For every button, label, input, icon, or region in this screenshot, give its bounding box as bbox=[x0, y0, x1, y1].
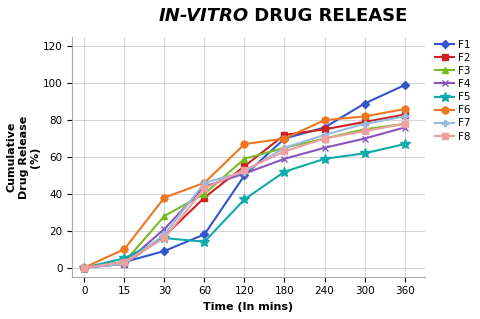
F7 bbox=[82, 266, 87, 270]
F7 bbox=[282, 146, 288, 150]
F8 bbox=[322, 137, 327, 140]
F4 bbox=[82, 266, 87, 270]
F5 bbox=[121, 256, 127, 260]
F8 bbox=[361, 129, 367, 133]
Line: F1: F1 bbox=[82, 82, 408, 270]
Line: F5: F5 bbox=[80, 139, 409, 272]
Legend: F1, F2, F3, F4, F5, F6, F7, F8: F1, F2, F3, F4, F5, F6, F7, F8 bbox=[433, 38, 473, 144]
F2 bbox=[322, 128, 327, 131]
F2 bbox=[82, 266, 87, 270]
F4 bbox=[282, 157, 288, 161]
F3 bbox=[82, 266, 87, 270]
F1 bbox=[361, 102, 367, 106]
F6 bbox=[322, 118, 327, 122]
F3 bbox=[162, 214, 168, 218]
F5 bbox=[162, 236, 168, 240]
F1 bbox=[282, 137, 288, 140]
F1 bbox=[202, 233, 207, 236]
F1 bbox=[402, 83, 408, 87]
F7 bbox=[322, 133, 327, 137]
F3 bbox=[241, 157, 247, 161]
F2 bbox=[121, 262, 127, 266]
F5 bbox=[402, 142, 408, 146]
F8 bbox=[202, 186, 207, 190]
F7 bbox=[402, 115, 408, 118]
F6 bbox=[121, 247, 127, 251]
F8 bbox=[121, 260, 127, 264]
F5 bbox=[202, 240, 207, 244]
F6 bbox=[162, 196, 168, 199]
F5 bbox=[361, 152, 367, 155]
F4 bbox=[361, 137, 367, 140]
F1 bbox=[121, 260, 127, 264]
F7 bbox=[361, 122, 367, 126]
F8 bbox=[82, 266, 87, 270]
F1 bbox=[162, 249, 168, 253]
F2 bbox=[361, 120, 367, 124]
F5 bbox=[82, 266, 87, 270]
Line: F4: F4 bbox=[81, 124, 408, 271]
F5 bbox=[282, 170, 288, 174]
Text: DRUG RELEASE: DRUG RELEASE bbox=[249, 7, 408, 25]
F4 bbox=[241, 172, 247, 175]
F6 bbox=[82, 266, 87, 270]
Line: F7: F7 bbox=[82, 114, 408, 270]
F2 bbox=[402, 113, 408, 116]
F5 bbox=[241, 197, 247, 201]
F6 bbox=[282, 137, 288, 140]
F1 bbox=[322, 126, 327, 130]
F8 bbox=[162, 236, 168, 240]
F3 bbox=[322, 137, 327, 140]
Line: F8: F8 bbox=[82, 121, 408, 270]
X-axis label: Time (In mins): Time (In mins) bbox=[204, 302, 294, 312]
Line: F2: F2 bbox=[82, 112, 408, 270]
Line: F6: F6 bbox=[81, 106, 408, 271]
F4 bbox=[402, 126, 408, 130]
Text: IN-VITRO: IN-VITRO bbox=[158, 7, 249, 25]
F4 bbox=[162, 227, 168, 231]
F6 bbox=[402, 107, 408, 111]
F3 bbox=[282, 146, 288, 150]
F4 bbox=[202, 185, 207, 189]
F6 bbox=[202, 181, 207, 185]
F7 bbox=[202, 181, 207, 185]
F6 bbox=[361, 115, 367, 118]
F1 bbox=[241, 174, 247, 177]
F1 bbox=[82, 266, 87, 270]
F8 bbox=[241, 168, 247, 172]
F3 bbox=[121, 260, 127, 264]
F8 bbox=[282, 150, 288, 153]
F2 bbox=[162, 234, 168, 238]
F4 bbox=[322, 146, 327, 150]
F3 bbox=[361, 128, 367, 131]
F4 bbox=[121, 262, 127, 266]
F7 bbox=[162, 233, 168, 236]
F8 bbox=[402, 122, 408, 126]
F5 bbox=[322, 157, 327, 161]
F2 bbox=[241, 164, 247, 168]
Line: F3: F3 bbox=[81, 120, 408, 271]
F2 bbox=[282, 133, 288, 137]
F3 bbox=[202, 192, 207, 196]
F3 bbox=[402, 122, 408, 126]
F6 bbox=[241, 142, 247, 146]
F7 bbox=[241, 170, 247, 174]
Y-axis label: Cumulative
Drug Release
(%): Cumulative Drug Release (%) bbox=[7, 115, 40, 199]
F7 bbox=[121, 262, 127, 266]
F2 bbox=[202, 196, 207, 199]
